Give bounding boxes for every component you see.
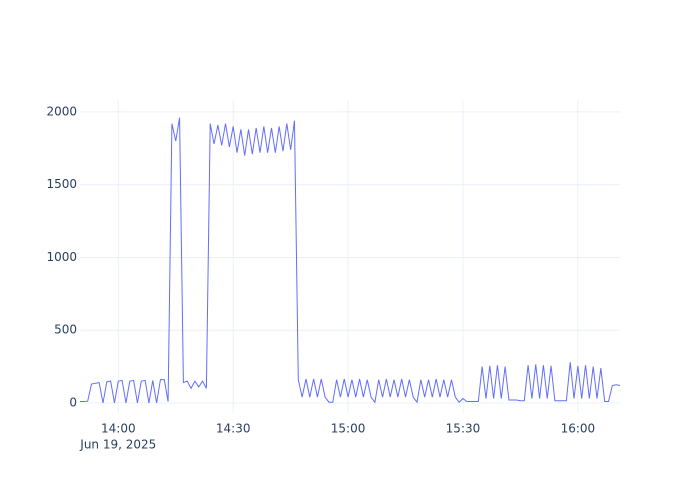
x-tick-label: 15:00 — [331, 422, 366, 436]
x-tick-label: 16:00 — [561, 422, 596, 436]
y-tick-label: 2000 — [46, 104, 77, 118]
line — [80, 117, 621, 404]
x-tick-label: 15:30 — [446, 422, 481, 436]
y-tick-label: 1000 — [46, 250, 77, 264]
y-tick-label: 500 — [54, 323, 77, 337]
y-tick-label: 0 — [69, 395, 77, 409]
x-tick-label: 14:30 — [216, 422, 251, 436]
x-tick-label: 14:00 — [101, 422, 136, 436]
x-date-label: Jun 19, 2025 — [79, 438, 156, 452]
y-tick-label: 1500 — [46, 177, 77, 191]
